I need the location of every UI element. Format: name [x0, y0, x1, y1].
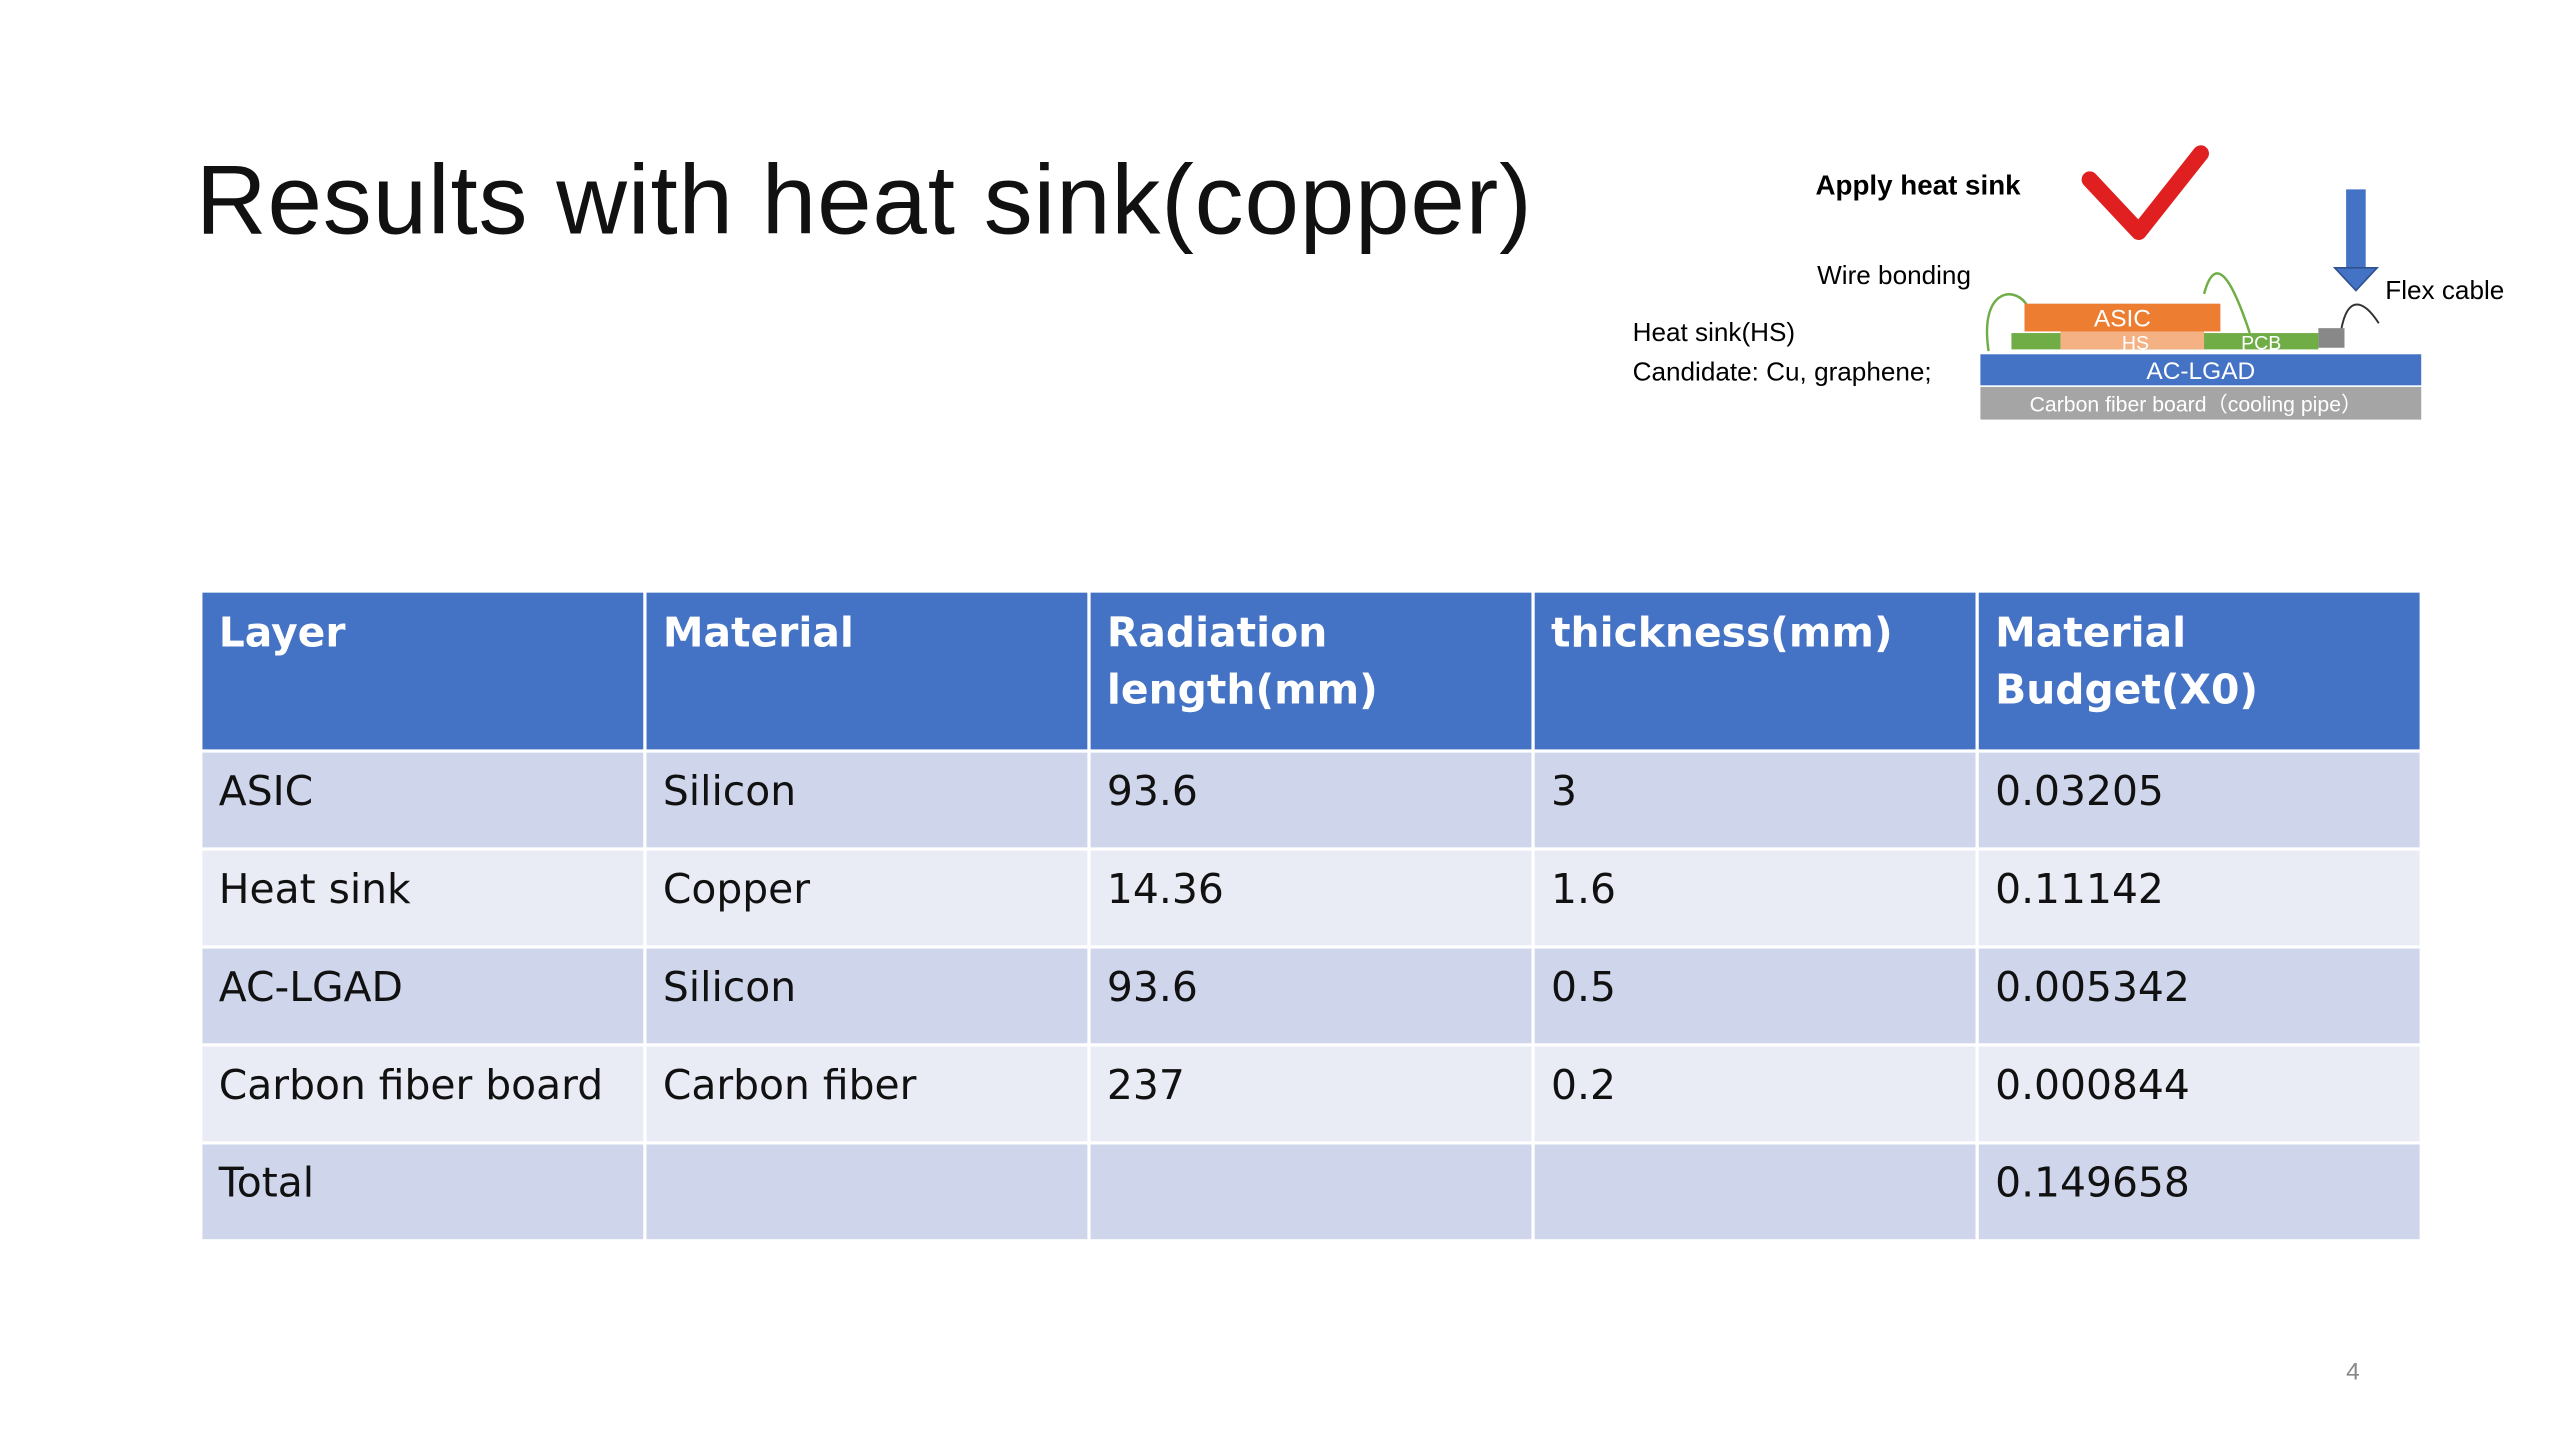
wire: [2202, 272, 2251, 334]
diagram-label: Apply heat sink: [1816, 169, 2022, 200]
table-cell: Silicon: [643, 945, 1091, 1047]
table-cell: 0.5: [1531, 945, 1979, 1047]
header-cell: Layer: [199, 589, 647, 753]
asic-layer: [2024, 303, 2221, 332]
table-cell: Heat sink: [199, 847, 647, 949]
lgad-layer: [1980, 354, 2422, 386]
table-row: AC-LGAD Silicon 93.6 0.5 0.005342: [199, 945, 2423, 1047]
flex-cable: [2340, 303, 2380, 330]
diagram-label: Wire bonding: [1817, 260, 1971, 290]
slide-title: Results with heat sink(copper): [195, 145, 1533, 255]
empty-cell: [1087, 1141, 1535, 1243]
header-cell: Material Budget(X0): [1975, 589, 2423, 753]
table-cell: 0.000844: [1975, 1043, 2423, 1145]
header-cell: thickness(mm): [1531, 589, 1979, 753]
table-cell: Total: [199, 1141, 647, 1243]
table-cell: 237: [1087, 1043, 1535, 1145]
wire: [1985, 293, 2029, 352]
connector: [2318, 328, 2345, 348]
table-cell: 14.36: [1087, 847, 1535, 949]
table-row: ASIC Silicon 93.6 3 0.03205: [199, 749, 2423, 851]
arrow-shaft: [2346, 189, 2366, 272]
diagram-label: Flex cable: [2385, 275, 2504, 305]
page-number: 4: [2346, 1358, 2360, 1387]
arrow-head: [2332, 266, 2380, 292]
table-cell: Carbon fiber board: [199, 1043, 647, 1145]
budget-table: Layer Material Radiation length(mm) thickne…: [199, 589, 2423, 1243]
table-body: ASIC Silicon 93.6 3 0.03205 Heat sink Copper 14…: [199, 749, 2423, 1243]
layer-label: AC-LGAD: [2146, 358, 2255, 385]
diagram-label: Candidate: Cu, graphene;: [1633, 356, 1932, 386]
table-cell: Carbon fiber: [643, 1043, 1091, 1145]
table-cell: 93.6: [1087, 749, 1535, 851]
empty-cell: [1531, 1141, 1979, 1243]
layer-label: ASIC: [2094, 306, 2151, 333]
table-row: Carbon fiber board Carbon fiber 237 0.2 0.00…: [199, 1043, 2423, 1145]
table-cell: Silicon: [643, 749, 1091, 851]
table-cell: 0.149658: [1975, 1141, 2423, 1243]
hs-layer: [2060, 329, 2205, 350]
table-row: Heat sink Copper 14.36 1.6 0.11142: [199, 847, 2423, 949]
table-cell: 0.2: [1531, 1043, 1979, 1145]
table-cell: ASIC: [199, 749, 647, 851]
table-cell: 0.11142: [1975, 847, 2423, 949]
layer-label: Carbon fiber board（cooling pipe）: [2030, 393, 2363, 416]
header-row: Layer Material Radiation length(mm) thickne…: [199, 589, 2423, 753]
check-mark: [2081, 145, 2209, 240]
layer-label: HS: [2122, 332, 2149, 354]
diagram: Apply heat sink Wire bonding Flex cable …: [1633, 145, 2504, 420]
header-cell: Material: [643, 589, 1091, 753]
carbon-layer: [1980, 386, 2422, 420]
table-cell: 3: [1531, 749, 1979, 851]
layer-label: PCB: [2241, 332, 2281, 354]
table-cell: 0.03205: [1975, 749, 2423, 851]
table-cell: 0.005342: [1975, 945, 2423, 1047]
header-cell: Radiation length(mm): [1087, 589, 1535, 753]
total-row: Total 0.149658: [199, 1141, 2423, 1243]
table-cell: 1.6: [1531, 847, 1979, 949]
table-cell: 93.6: [1087, 945, 1535, 1047]
table-cell: AC-LGAD: [199, 945, 647, 1047]
empty-cell: [643, 1141, 1091, 1243]
diagram-label: Heat sink(HS): [1633, 317, 1796, 347]
table-cell: Copper: [643, 847, 1091, 949]
